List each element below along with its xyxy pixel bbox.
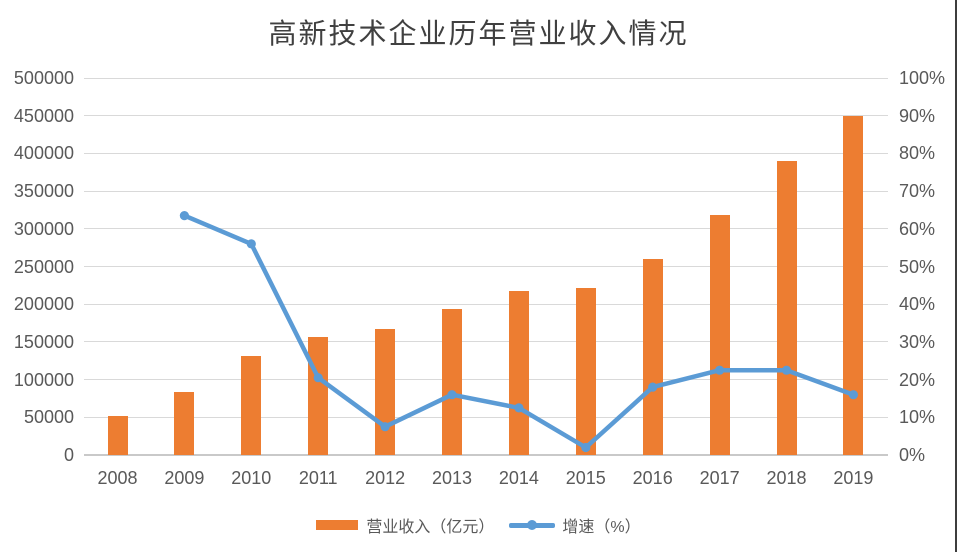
right-axis-tick-label: 90% xyxy=(899,105,936,126)
gridline xyxy=(84,303,888,305)
bar-2008 xyxy=(107,415,128,455)
bar-2009 xyxy=(174,391,195,455)
legend-line-dot-icon xyxy=(527,520,538,530)
x-axis-label-2018: 2018 xyxy=(766,468,807,488)
gridline xyxy=(84,152,888,154)
x-axis-label-2009: 2009 xyxy=(164,468,205,488)
bar-2013 xyxy=(442,308,462,455)
chart-title: 高新技术企业历年营业收入情况 xyxy=(268,17,689,50)
bar-2016 xyxy=(642,258,663,455)
legend-line-swatch-icon xyxy=(509,520,556,530)
x-axis-label-2010: 2010 xyxy=(231,468,272,488)
gridline xyxy=(84,416,888,418)
right-axis-tick-label: 20% xyxy=(899,369,936,390)
bar-2018 xyxy=(776,160,797,455)
bar-2015 xyxy=(575,287,596,455)
left-axis-tick-label: 100000 xyxy=(13,369,74,390)
right-axis-tick-label: 0% xyxy=(899,445,926,465)
left-axis-tick-label: 450000 xyxy=(13,105,74,126)
left-axis-tick-label: 0 xyxy=(63,445,74,465)
left-axis-tick-label: 200000 xyxy=(13,294,74,315)
x-axis-label-2019: 2019 xyxy=(833,468,874,488)
left-axis-tick-label: 350000 xyxy=(13,181,74,202)
x-axis-line xyxy=(84,454,888,456)
legend-bar-swatch-icon xyxy=(316,520,359,530)
gridline xyxy=(84,77,888,79)
right-axis-tick-label: 30% xyxy=(899,331,936,352)
right-axis-tick-label: 70% xyxy=(899,181,936,202)
gridline xyxy=(84,266,888,267)
x-axis-label-2017: 2017 xyxy=(699,468,740,488)
window-right-border xyxy=(955,0,957,552)
gridline xyxy=(84,379,888,381)
right-axis-tick-label: 100% xyxy=(899,68,946,88)
right-axis-tick-label: 50% xyxy=(899,256,936,277)
x-axis-label-2016: 2016 xyxy=(632,468,673,488)
gridline xyxy=(84,228,888,230)
right-axis-tick-label: 40% xyxy=(899,294,936,315)
x-axis-label-2011: 2011 xyxy=(298,468,338,488)
legend: 营业收入（亿元） 增速（%） xyxy=(0,513,957,537)
legend-revenue-label: 营业收入（亿元） xyxy=(366,519,495,536)
gridline xyxy=(84,190,888,192)
right-axis-tick-label: 10% xyxy=(899,407,936,428)
x-axis-label-2013: 2013 xyxy=(431,468,473,488)
x-axis-label-2015: 2015 xyxy=(565,468,606,488)
left-axis-tick-label: 500000 xyxy=(13,68,74,88)
x-axis-label-2012: 2012 xyxy=(365,468,406,488)
right-axis-tick-label: 80% xyxy=(899,143,936,164)
left-axis-tick-label: 250000 xyxy=(13,256,74,277)
x-axis-label-2014: 2014 xyxy=(498,468,539,488)
bar-2014 xyxy=(508,291,529,455)
left-axis-tick-label: 150000 xyxy=(13,331,74,352)
bar-2012 xyxy=(375,329,396,455)
x-axis-label-2008: 2008 xyxy=(97,468,138,488)
bar-2011 xyxy=(308,336,329,455)
right-axis-tick-label: 60% xyxy=(899,218,936,239)
gridline xyxy=(84,341,888,343)
legend-growth-label: 增速（%） xyxy=(562,519,641,536)
left-axis-tick-label: 300000 xyxy=(13,218,74,239)
gridline xyxy=(84,115,888,117)
bar-2019 xyxy=(843,115,864,455)
bar-2010 xyxy=(241,356,262,455)
left-axis-tick-label: 50000 xyxy=(23,407,74,428)
bar-2017 xyxy=(709,215,730,455)
left-axis-tick-label: 400000 xyxy=(13,143,74,164)
